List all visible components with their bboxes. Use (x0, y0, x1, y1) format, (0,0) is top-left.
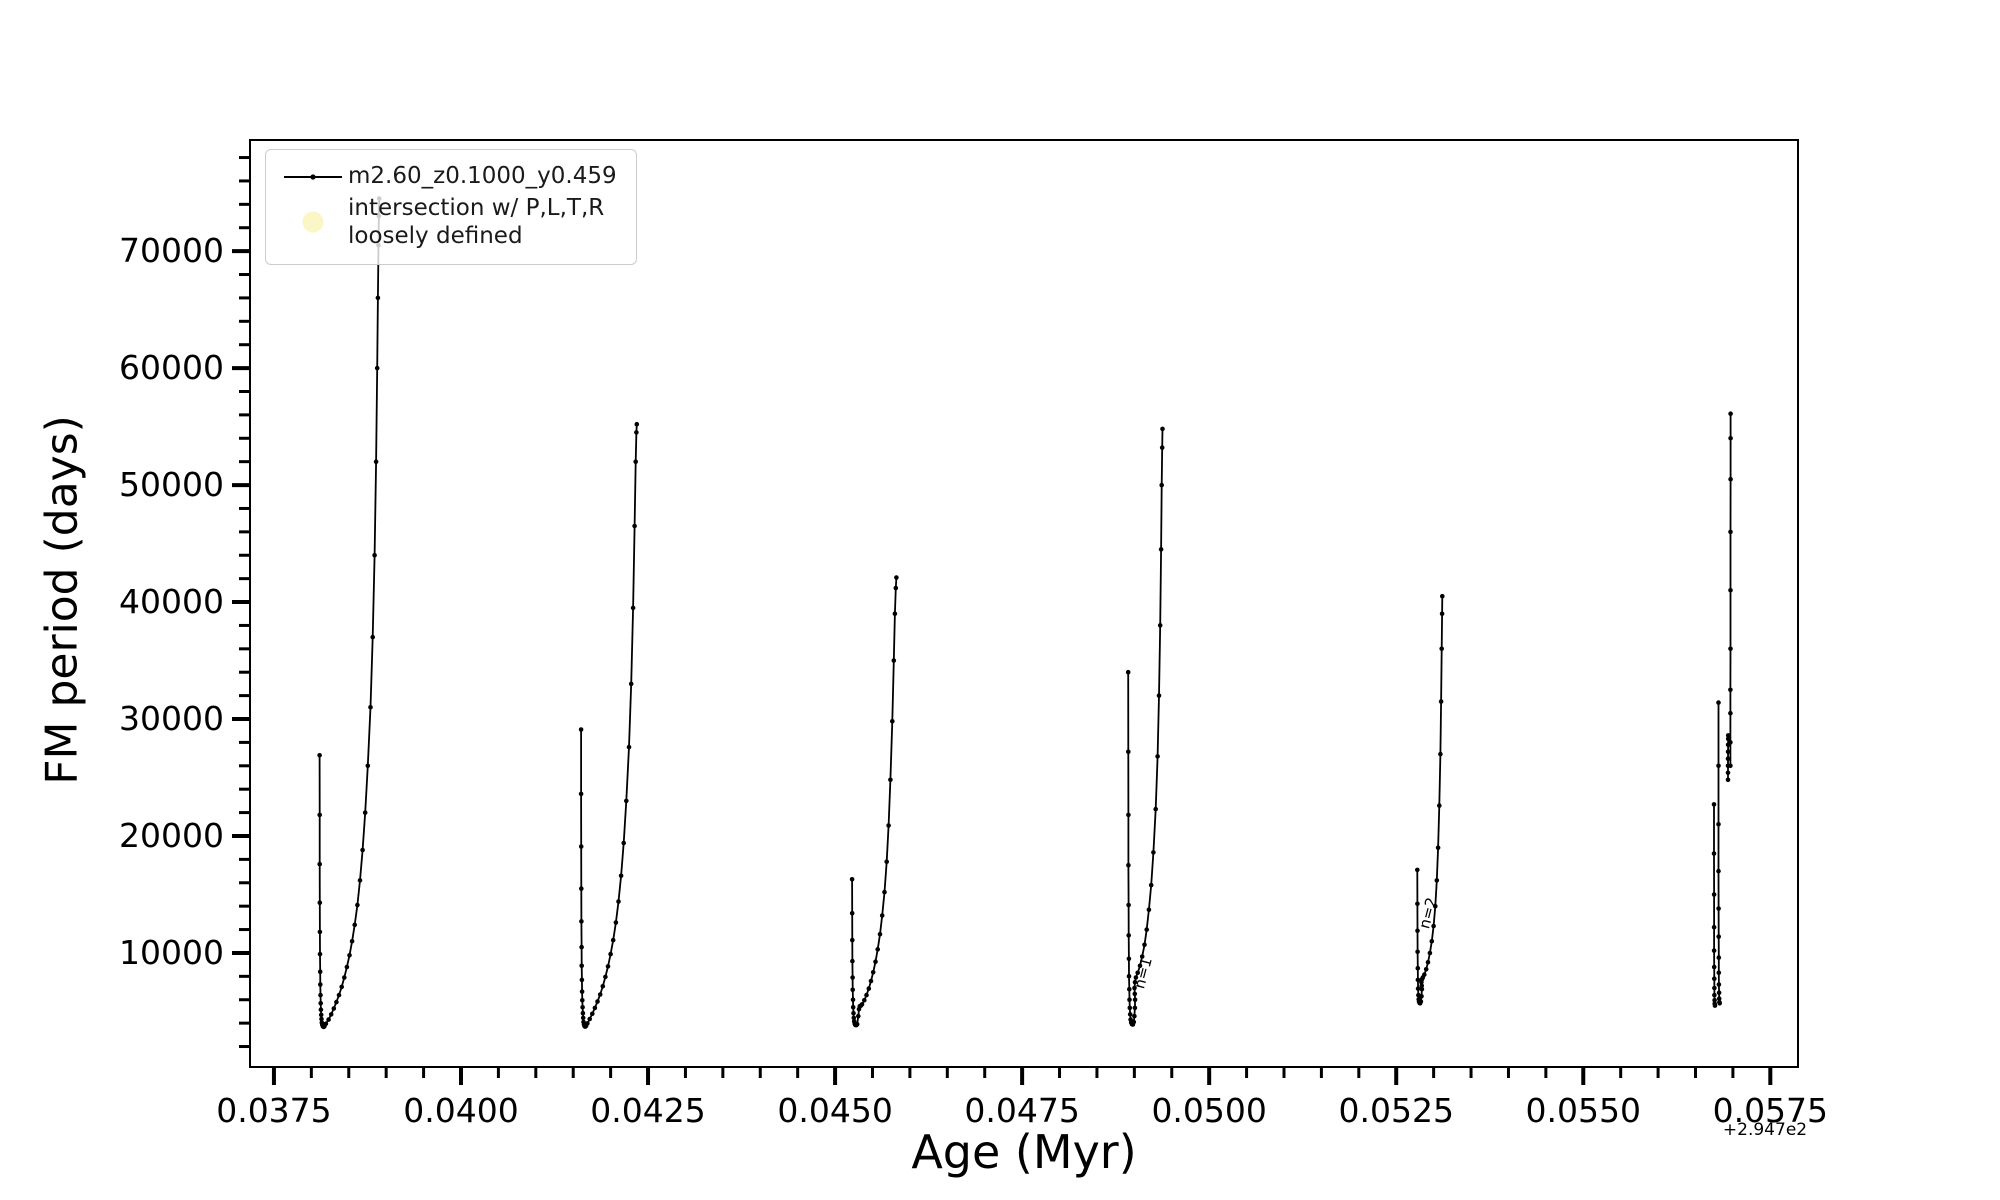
series-cluster6a (1713, 804, 1716, 1006)
tick-labels: 0.0375 0.0400 0.0425 0.0450 0.0475 0.0500 0.05… (119, 231, 1828, 1130)
series-cluster4 (1127, 428, 1164, 1026)
series-cluster1 (318, 198, 381, 1028)
legend-line-dot-icon (278, 162, 348, 192)
legend-intersection-label: intersection w/ P,L,T,R loosely defined (348, 194, 604, 250)
svg-text:0.0475: 0.0475 (964, 1091, 1079, 1130)
legend-circle-marker-icon (278, 194, 348, 250)
legend-entry-series: m2.60_z0.1000_y0.459 (278, 162, 622, 192)
svg-text:50000: 50000 (119, 465, 224, 504)
svg-text:0.0450: 0.0450 (777, 1091, 892, 1130)
svg-text:10000: 10000 (119, 933, 224, 972)
svg-text:0.0525: 0.0525 (1338, 1091, 1453, 1130)
svg-text:0.0500: 0.0500 (1151, 1091, 1266, 1130)
svg-text:0.0425: 0.0425 (590, 1091, 705, 1130)
legend-entry-intersection: intersection w/ P,L,T,R loosely defined (278, 194, 622, 250)
svg-text:0.0550: 0.0550 (1526, 1091, 1641, 1130)
svg-text:30000: 30000 (119, 699, 224, 738)
y-axis-label: FM period (days) (36, 415, 88, 785)
svg-text:60000: 60000 (119, 348, 224, 387)
svg-text:0.0400: 0.0400 (403, 1091, 518, 1130)
legend: m2.60_z0.1000_y0.459 intersection w/ P,L… (265, 149, 637, 265)
axis-ticks (232, 156, 1773, 1085)
series-cluster2 (580, 424, 638, 1028)
legend-intersection-label-line2: loosely defined (348, 223, 523, 249)
legend-intersection-label-line1: intersection w/ P,L,T,R (348, 195, 605, 221)
svg-text:0.0575: 0.0575 (1713, 1091, 1828, 1130)
series-cluster3 (851, 577, 898, 1027)
axes-spines (249, 139, 1799, 1068)
svg-text:0.0375: 0.0375 (216, 1091, 331, 1130)
svg-text:70000: 70000 (119, 231, 224, 270)
x-axis-offset-text: +2.947e2 (1722, 1120, 1808, 1140)
series-lines (317, 196, 1733, 1030)
svg-text:40000: 40000 (119, 582, 224, 621)
legend-series-label: m2.60_z0.1000_y0.459 (348, 163, 617, 189)
x-axis-label: Age (Myr) (911, 1125, 1137, 1179)
svg-text:20000: 20000 (119, 816, 224, 855)
